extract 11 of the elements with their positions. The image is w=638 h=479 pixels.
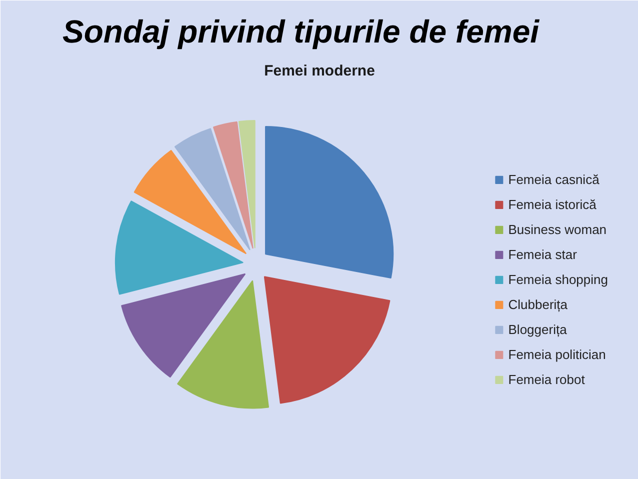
legend-label: Femeia robot [508, 371, 585, 387]
legend-label: Business woman [508, 221, 607, 237]
legend-label: Femeia istorică [508, 196, 596, 212]
chart-subtitle: Femei moderne [264, 62, 375, 80]
legend-label: Femeia casnică [508, 171, 600, 187]
chart-title: Sondaj privind tipurile de femei [62, 14, 540, 50]
legend-label: Clubberița [508, 296, 568, 312]
legend-label: Femeia star [508, 246, 577, 262]
legend-label: Bloggerița [508, 321, 567, 337]
legend-label: Femeia shopping [508, 271, 608, 287]
legend-label: Femeia politician [508, 346, 606, 362]
